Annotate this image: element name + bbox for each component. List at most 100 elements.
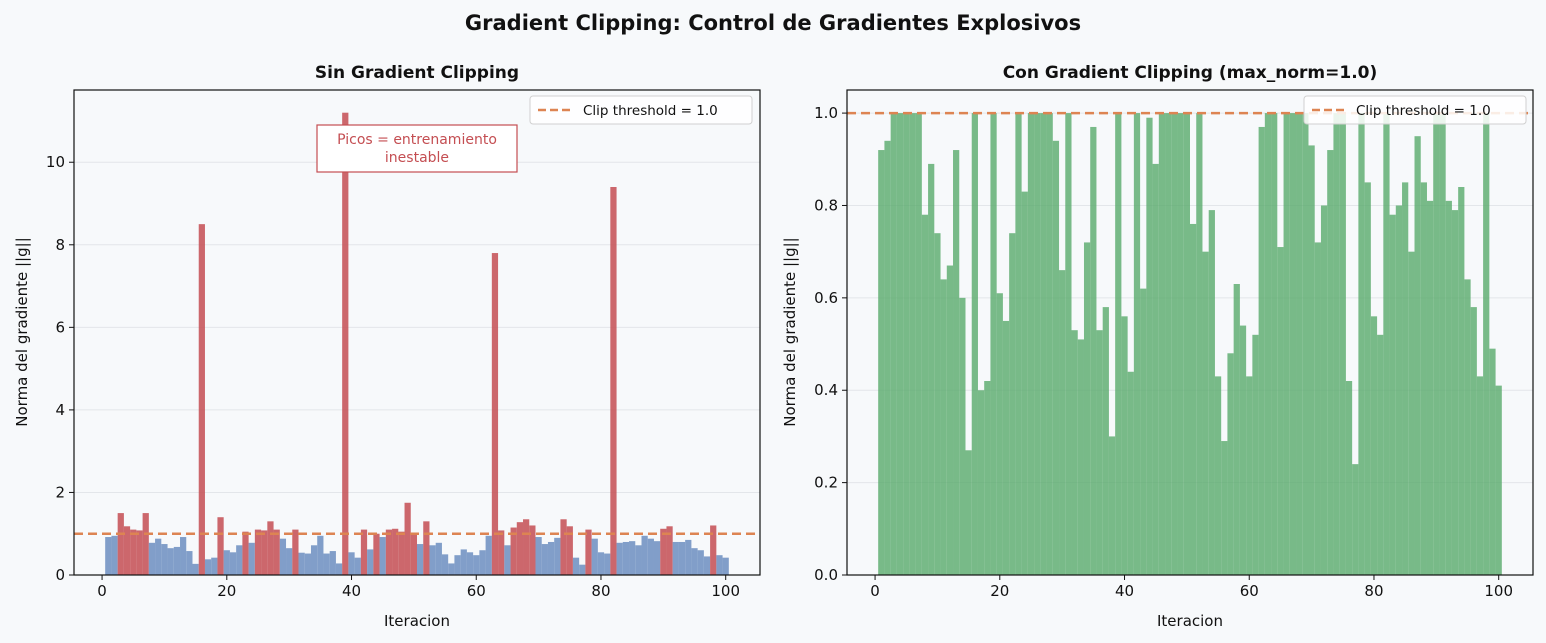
bar-normal [236,545,243,575]
bar-clipped [1027,113,1035,575]
bar-clipped [1227,353,1234,575]
bar-spike [660,528,667,575]
bar-clipped [1271,113,1278,575]
bar-normal [317,535,324,575]
bar-clipped [1021,191,1028,575]
bar-normal [204,559,212,575]
bar-normal [678,541,686,575]
bar-spike [529,525,536,575]
bar-spike [423,521,430,575]
x-tick-label-right: 100 [1484,582,1513,600]
y-tick-label-left: 10 [46,153,65,171]
bar-normal [466,552,474,575]
bar-clipped [1158,113,1166,575]
bar-clipped [1320,205,1328,575]
bar-clipped [903,113,910,575]
bar-normal [535,537,542,575]
bar-normal [685,539,692,575]
bar-normal [604,553,611,575]
annotation-line-1: Picos = entrenamiento [337,132,497,148]
bar-spike [491,253,499,576]
bar-clipped [1077,339,1084,575]
y-tick-label-right: 0.8 [814,196,838,214]
x-axis-label-right: Iteracion [1157,612,1223,630]
bar-normal [161,544,168,575]
bar-normal [298,552,305,575]
bar-clipped [909,113,916,575]
bar-clipped [990,113,997,575]
bar-clipped [878,150,885,576]
bar-clipped [1046,113,1053,575]
bar-clipped [1289,113,1297,575]
bar-clipped [1426,200,1434,575]
bar-clipped [1090,126,1097,575]
bar-normal [572,557,580,575]
bar-clipped [1127,371,1134,575]
bar-normal [180,537,187,575]
bar-normal [229,552,237,575]
bar-clipped [984,381,991,575]
x-tick-label-left: 60 [467,582,486,600]
y-axis-label-right: Norma del gradiente ||g|| [781,237,799,426]
bar-spike [373,533,380,575]
y-tick-label-right: 0.2 [814,474,838,492]
bar-clipped [1183,113,1190,575]
bar-clipped [1096,330,1103,575]
bar-clipped [1283,113,1290,575]
x-tick-label-right: 0 [870,582,880,600]
bar-spike [523,519,530,575]
bar-normal [211,557,218,575]
bar-normal [672,541,679,575]
bar-normal [691,548,698,575]
bar-clipped [977,390,985,575]
bar-spike [254,529,262,575]
bar-clipped [928,163,935,575]
bar-normal [279,538,287,575]
bar-normal [435,542,442,575]
bar-clipped [1102,307,1109,575]
x-tick-label-right: 40 [1115,582,1134,600]
bar-normal [641,535,648,575]
bar-clipped [1177,113,1184,575]
bar-normal [448,563,455,575]
bar-clipped [1277,247,1284,576]
bar-normal [367,549,374,575]
bar-spike [560,519,567,575]
bar-clipped [1420,182,1427,575]
bar-spike [404,502,411,575]
bar-clipped [1339,113,1346,575]
bar-clipped [996,293,1003,575]
bar-normal [192,563,199,575]
bar-clipped [1402,182,1409,575]
panel-con-clipping: Con Gradient Clipping (max_norm=1.0) Ite… [781,63,1534,630]
bar-clipped [1451,210,1459,575]
bar-clipped [1414,136,1421,575]
bar-spike [360,529,368,575]
bar-normal [105,537,112,575]
bar-clipped [1296,113,1303,575]
bar-normal [379,537,386,575]
bar-clipped [1214,376,1222,575]
panel-title-right: Con Gradient Clipping (max_norm=1.0) [1003,63,1378,83]
bar-normal [335,563,343,575]
bar-normal [155,538,162,575]
bar-spike [198,224,205,576]
x-tick-label-right: 80 [1364,582,1383,600]
bar-clipped [1458,187,1465,575]
bar-spike [610,187,617,575]
bar-spike [566,526,573,575]
bar-clipped [915,113,922,575]
y-tick-label-left: 4 [55,401,65,419]
bar-clipped [896,113,904,575]
bar-clipped [890,113,897,575]
bar-clipped [1146,117,1153,575]
panel-title-left: Sin Gradient Clipping [315,63,519,83]
legend-left: Clip threshold = 1.0 [529,95,753,125]
legend-label-right: Clip threshold = 1.0 [1356,103,1491,119]
bar-normal [173,546,181,575]
bar-clipped [965,450,972,575]
bar-normal [703,556,711,575]
bar-spike [142,513,149,575]
bar-spike [261,530,268,575]
